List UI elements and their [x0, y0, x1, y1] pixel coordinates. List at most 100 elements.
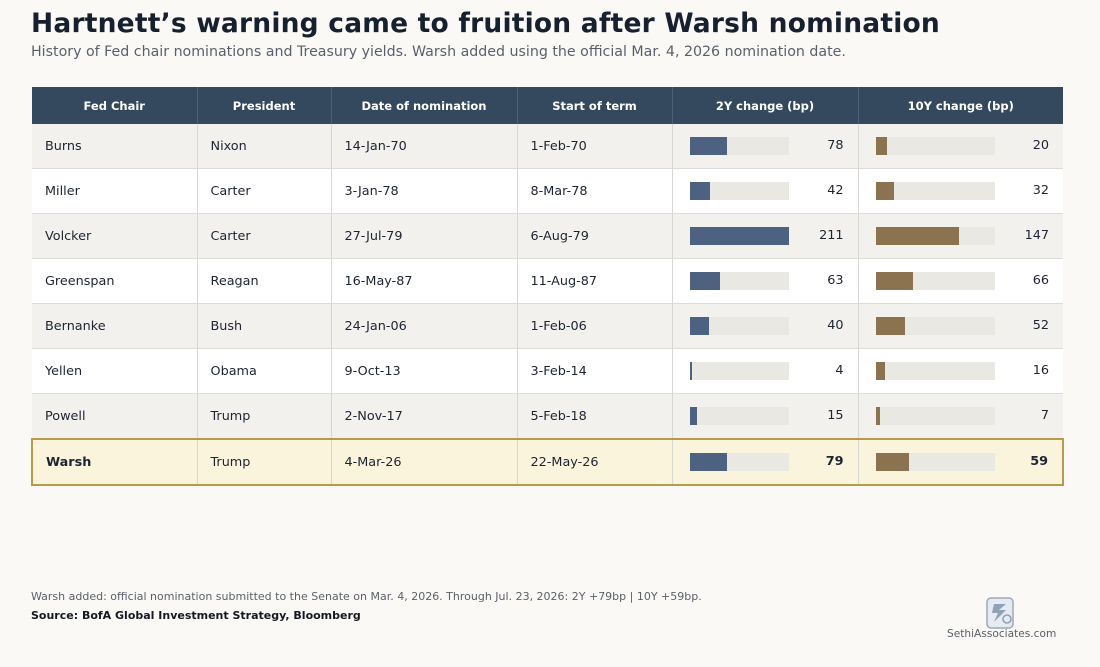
president-cell: Obama — [197, 348, 332, 394]
value-label-10y: 147 — [1024, 228, 1049, 243]
column-header-fed-chair: Fed Chair — [32, 87, 198, 124]
value-label-2y: 211 — [819, 228, 844, 243]
value-label-10y: 59 — [1030, 454, 1048, 469]
start-of-term-cell: 11-Aug-87 — [517, 258, 673, 304]
bar-track-10y — [875, 137, 995, 155]
chair-cell: Miller — [32, 168, 198, 214]
page-title: Hartnett’s warning came to fruition afte… — [31, 8, 940, 39]
change-10y-cell: 7 — [858, 393, 1063, 440]
value-label-2y: 79 — [825, 454, 844, 469]
table-row: Miller Carter 3-Jan-78 8-Mar-78 42 32 — [32, 168, 1063, 214]
change-10y-cell: 32 — [858, 168, 1063, 214]
bar-track-10y — [875, 272, 995, 290]
start-of-term-cell: 22-May-26 — [517, 438, 673, 486]
bar-10y — [875, 137, 887, 155]
change-10y-cell: 16 — [858, 348, 1063, 394]
value-label-10y: 52 — [1032, 318, 1049, 333]
start-of-term-cell: 1-Feb-70 — [517, 124, 673, 169]
bar-10y — [875, 317, 905, 335]
change-2y-cell: 40 — [672, 303, 859, 349]
start-of-term-cell: 3-Feb-14 — [517, 348, 673, 394]
value-label-10y: 16 — [1032, 363, 1049, 378]
bar-track-2y — [689, 407, 789, 425]
nomination-date-cell: 2-Nov-17 — [331, 393, 518, 440]
bar-track-2y — [689, 272, 789, 290]
table-row: Volcker Carter 27-Jul-79 6-Aug-79 211 147 — [32, 213, 1063, 259]
brand-label: SethiAssociates.com — [947, 628, 1057, 640]
president-cell: Trump — [197, 393, 332, 440]
start-of-term-cell: 1-Feb-06 — [517, 303, 673, 349]
column-header-president: President — [197, 87, 332, 124]
bar-2y — [689, 227, 789, 245]
nomination-date-cell: 4-Mar-26 — [331, 438, 518, 486]
bar-2y — [689, 362, 692, 380]
bar-2y — [689, 317, 709, 335]
change-2y-cell: 211 — [672, 213, 859, 259]
value-label-2y: 4 — [835, 363, 844, 378]
chair-cell: Greenspan — [32, 258, 198, 304]
change-2y-cell: 78 — [672, 124, 859, 169]
bar-10y — [875, 272, 913, 290]
bar-10y — [875, 227, 959, 245]
president-cell: Nixon — [197, 124, 332, 169]
bar-track-10y — [875, 453, 995, 471]
chair-cell: Volcker — [32, 213, 198, 259]
bar-10y — [875, 407, 880, 425]
nomination-date-cell: 16-May-87 — [331, 258, 518, 304]
bar-2y — [689, 182, 710, 200]
bar-10y — [875, 182, 894, 200]
change-10y-cell: 52 — [858, 303, 1063, 349]
president-cell: Bush — [197, 303, 332, 349]
bar-track-10y — [875, 317, 995, 335]
bar-track-2y — [689, 137, 789, 155]
source-line: Source: BofA Global Investment Strategy,… — [31, 609, 361, 622]
chair-cell: Yellen — [32, 348, 198, 394]
nomination-date-cell: 24-Jan-06 — [331, 303, 518, 349]
bar-track-2y — [689, 362, 789, 380]
start-of-term-cell: 8-Mar-78 — [517, 168, 673, 214]
column-header-2y-change: 2Y change (bp) — [672, 87, 859, 124]
table-row: Burns Nixon 14-Jan-70 1-Feb-70 78 20 — [32, 124, 1063, 169]
change-2y-cell: 15 — [672, 393, 859, 440]
column-header-nomination-date: Date of nomination — [331, 87, 518, 124]
president-cell: Trump — [197, 438, 332, 486]
nomination-date-cell: 9-Oct-13 — [331, 348, 518, 394]
value-label-2y: 63 — [827, 273, 844, 288]
change-2y-cell: 4 — [672, 348, 859, 394]
chair-cell: Warsh — [31, 438, 198, 486]
change-2y-cell: 79 — [672, 438, 859, 486]
value-label-2y: 15 — [827, 408, 844, 423]
value-label-2y: 78 — [827, 138, 844, 153]
table-row: Powell Trump 2-Nov-17 5-Feb-18 15 7 — [32, 393, 1063, 440]
change-10y-cell: 59 — [858, 438, 1064, 486]
bar-10y — [875, 453, 909, 471]
table-row: Yellen Obama 9-Oct-13 3-Feb-14 4 16 — [32, 348, 1063, 394]
bar-track-2y — [689, 453, 789, 471]
change-10y-cell: 20 — [858, 124, 1063, 169]
bar-track-2y — [689, 317, 789, 335]
value-label-2y: 42 — [827, 183, 844, 198]
bar-2y — [689, 137, 727, 155]
start-of-term-cell: 5-Feb-18 — [517, 393, 673, 440]
president-cell: Carter — [197, 168, 332, 214]
table-row: Warsh Trump 4-Mar-26 22-May-26 79 59 — [31, 438, 1064, 486]
president-cell: Carter — [197, 213, 332, 259]
column-header-10y-change: 10Y change (bp) — [858, 87, 1063, 124]
nomination-date-cell: 14-Jan-70 — [331, 124, 518, 169]
footnote: Warsh added: official nomination submitt… — [31, 590, 702, 603]
bar-2y — [689, 272, 720, 290]
bar-track-2y — [689, 227, 789, 245]
value-label-10y: 7 — [1040, 408, 1049, 423]
value-label-10y: 66 — [1032, 273, 1049, 288]
chair-cell: Powell — [32, 393, 198, 440]
bar-2y — [689, 407, 697, 425]
nomination-date-cell: 3-Jan-78 — [331, 168, 518, 214]
bar-track-10y — [875, 182, 995, 200]
page-subtitle: History of Fed chair nominations and Tre… — [31, 44, 846, 60]
bar-2y — [689, 453, 727, 471]
change-2y-cell: 63 — [672, 258, 859, 304]
chair-cell: Burns — [32, 124, 198, 169]
table-row: Greenspan Reagan 16-May-87 11-Aug-87 63 66 — [32, 258, 1063, 304]
sethi-associates-logo-icon — [986, 597, 1014, 629]
table-row: Bernanke Bush 24-Jan-06 1-Feb-06 40 52 — [32, 303, 1063, 349]
